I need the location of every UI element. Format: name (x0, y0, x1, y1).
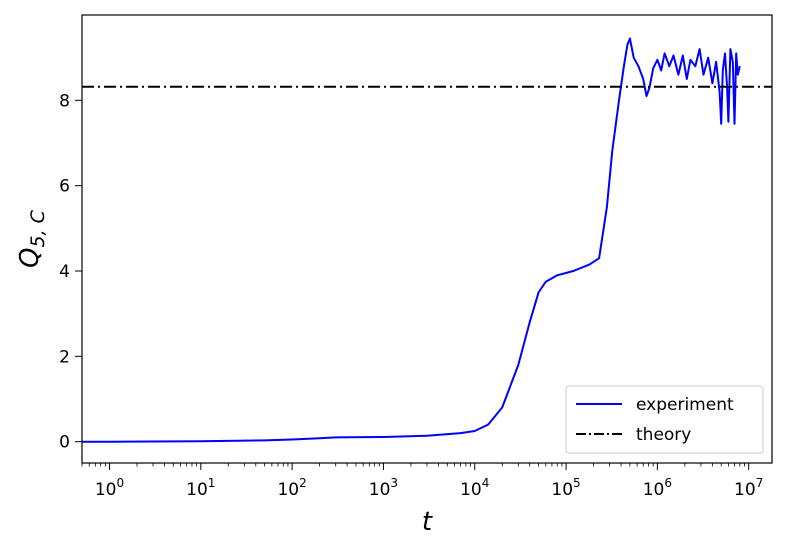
legend-box (565, 385, 764, 454)
y-tick-label: 2 (59, 347, 70, 367)
x-tick-label: 107 (734, 476, 763, 500)
x-tick-label: 104 (460, 476, 489, 500)
x-tick-label: 100 (95, 476, 124, 500)
y-axis-title-subscript: 5, C (27, 209, 49, 247)
x-tick-label: 102 (277, 476, 306, 500)
y-axis-ticks: 0 2 4 6 8 (59, 91, 82, 453)
legend: experiment theory (565, 385, 764, 454)
y-axis-title: Q5, C (15, 209, 49, 268)
x-axis-ticks: 100 101 102 103 104 105 106 107 (81, 463, 763, 500)
y-tick-label: 6 (59, 177, 70, 197)
x-tick-label: 101 (186, 476, 215, 500)
y-tick-label: 8 (59, 91, 70, 111)
y-tick-label: 4 (59, 262, 70, 282)
x-tick-label: 105 (551, 476, 580, 500)
y-tick-label: 0 (59, 433, 70, 453)
legend-label-experiment: experiment (636, 395, 734, 415)
y-axis-title-main: Q (15, 247, 45, 267)
series-lines (82, 37, 772, 443)
series-line-experiment (82, 37, 741, 443)
legend-label-theory: theory (636, 425, 691, 445)
x-tick-label: 106 (643, 476, 672, 500)
x-axis-title: t (422, 507, 433, 537)
x-tick-label: 103 (369, 476, 398, 500)
